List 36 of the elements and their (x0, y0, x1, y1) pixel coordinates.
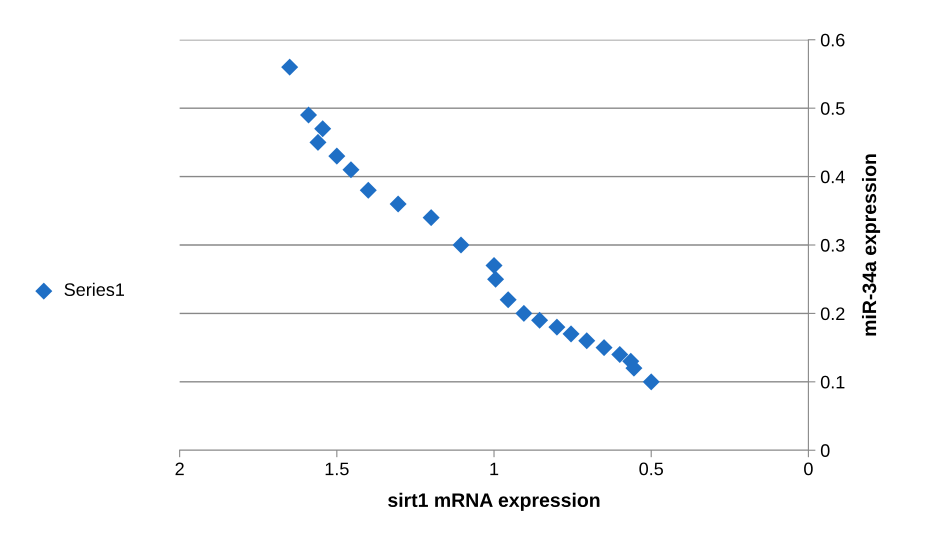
point (578, 332, 596, 350)
y-tick-label: 0.4 (820, 170, 845, 184)
point (342, 161, 360, 178)
point (562, 325, 580, 342)
x-tick-label: 1.5 (326, 462, 349, 476)
point (487, 270, 504, 288)
point (515, 304, 532, 322)
point (328, 148, 346, 165)
point (642, 373, 660, 390)
point (281, 58, 298, 76)
point (314, 120, 332, 138)
point (486, 257, 503, 274)
point (531, 312, 548, 329)
y-tick-label: 0.6 (820, 34, 845, 46)
y-axis-title: miR-34a expression (862, 154, 880, 336)
legend-label: Series1 (64, 282, 124, 296)
y-tick-label: 0.5 (820, 102, 845, 115)
point (596, 339, 613, 356)
y-tick-label: 0 (820, 444, 830, 457)
point (360, 182, 377, 199)
point (452, 236, 470, 254)
point (611, 346, 628, 363)
x-tick-label: 2 (176, 462, 184, 476)
y-tick-label: 0.2 (820, 307, 844, 320)
x-axis-title: sirt1 mRNA expression (388, 492, 600, 511)
point (300, 106, 318, 124)
x-tick-label: 0.5 (639, 462, 664, 476)
point (390, 195, 407, 212)
x-tick-label: 0 (804, 462, 813, 476)
x-tick-label: 1 (490, 462, 498, 476)
point (422, 209, 440, 226)
point (309, 134, 326, 151)
y-tick-label: 0.1 (820, 376, 844, 389)
y-tick-label: 0.3 (820, 238, 845, 252)
point (500, 291, 517, 308)
point (548, 318, 566, 336)
